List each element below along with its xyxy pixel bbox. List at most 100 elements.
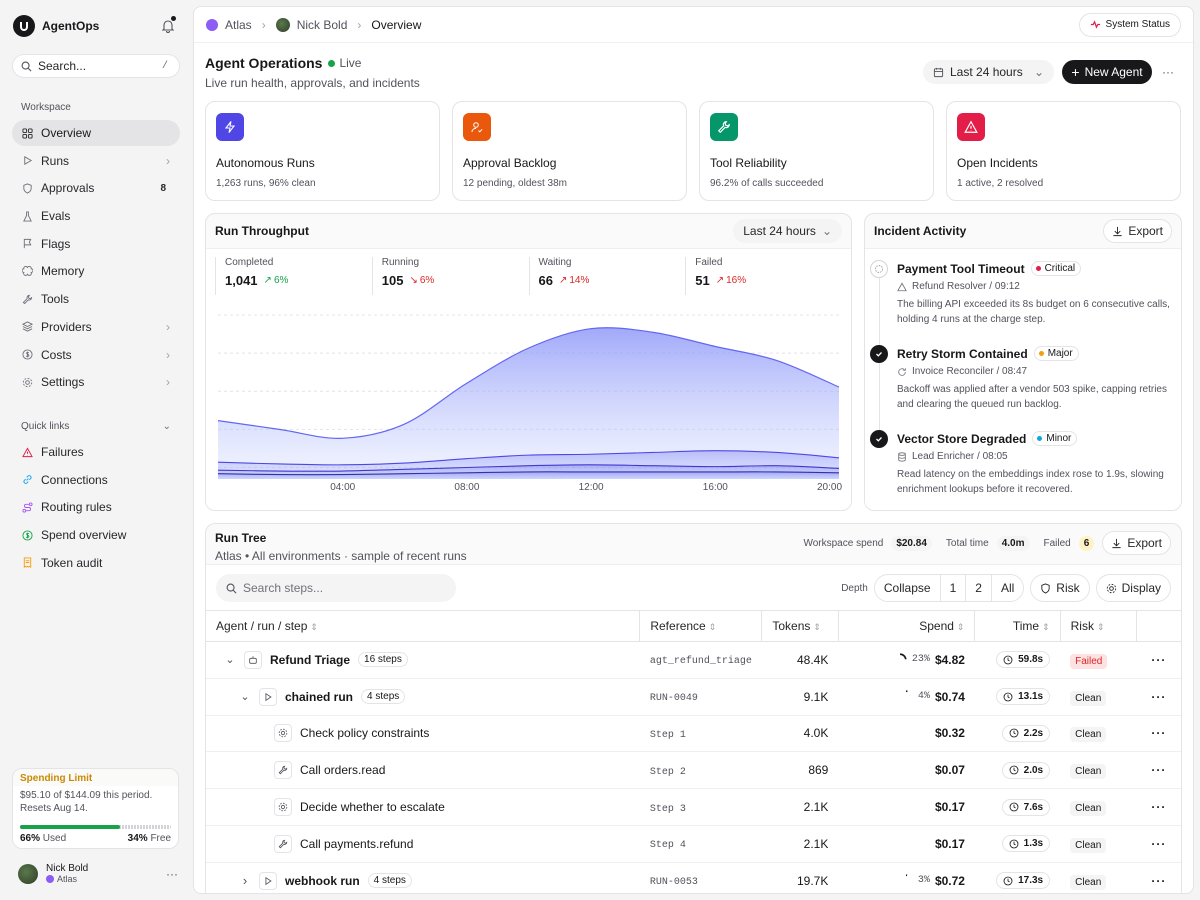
row-time-value: 2.2s bbox=[1023, 727, 1044, 739]
chevron-right-icon: › bbox=[166, 153, 170, 168]
loader-icon bbox=[870, 260, 888, 278]
step-search-input[interactable]: Search steps... bbox=[216, 574, 456, 602]
sidebar-item-memory[interactable]: Memory bbox=[12, 258, 180, 284]
quick-link-spend-overview[interactable]: Spend overview bbox=[12, 522, 180, 548]
quick-link-token-audit[interactable]: Token audit bbox=[12, 550, 180, 576]
table-row[interactable]: Decide whether to escalate Step 3 2.1K $… bbox=[206, 788, 1181, 826]
brain-icon bbox=[22, 265, 33, 276]
breadcrumb-workspace[interactable]: Atlas bbox=[225, 17, 252, 32]
sidebar-item-flags[interactable]: Flags bbox=[12, 231, 180, 257]
app-name: AgentOps bbox=[42, 19, 100, 33]
row-more-icon[interactable]: ··· bbox=[1136, 678, 1181, 716]
kpi-card-tool-reliability[interactable]: Tool Reliability 96.2% of calls succeede… bbox=[699, 101, 934, 201]
kpi-card-autonomous-runs[interactable]: Autonomous Runs 1,263 runs, 96% clean bbox=[205, 101, 440, 201]
new-agent-button[interactable]: + New Agent bbox=[1062, 60, 1152, 84]
column-header-name[interactable]: Agent / run / step ⇕ bbox=[206, 610, 641, 642]
depth-option-2[interactable]: 2 bbox=[965, 575, 991, 601]
sidebar-item-costs[interactable]: Costs › bbox=[12, 342, 180, 368]
table-row[interactable]: Check policy constraints Step 1 4.0K $0.… bbox=[206, 715, 1181, 753]
notifications-bell-icon[interactable] bbox=[161, 16, 176, 33]
chevron-right-icon[interactable]: › bbox=[242, 873, 248, 889]
display-options-label: Display bbox=[1121, 581, 1161, 595]
stat-label: Completed bbox=[225, 257, 274, 268]
sidebar-search-input[interactable]: Search... / bbox=[12, 54, 180, 78]
column-header-reference[interactable]: Reference ⇕ bbox=[639, 610, 763, 642]
depth-label: Depth bbox=[841, 582, 868, 594]
depth-option-1[interactable]: 1 bbox=[939, 575, 966, 601]
column-header-spend[interactable]: Spend ⇕ bbox=[838, 610, 976, 642]
sidebar-item-settings[interactable]: Settings › bbox=[12, 369, 180, 395]
kpi-card-open-incidents[interactable]: Open Incidents 1 active, 2 resolved bbox=[946, 101, 1181, 201]
download-icon bbox=[1112, 538, 1121, 548]
incident-export-button[interactable]: Export bbox=[1103, 219, 1172, 243]
step-count-badge: 4 steps bbox=[367, 873, 412, 889]
app-brand[interactable]: AgentOps bbox=[13, 15, 99, 37]
bot-icon bbox=[244, 650, 262, 669]
table-row[interactable]: Call payments.refund Step 4 2.1K $0.17 1… bbox=[206, 825, 1181, 863]
quick-link-failures[interactable]: Failures bbox=[12, 439, 180, 465]
row-more-icon[interactable]: ··· bbox=[1136, 825, 1181, 863]
chart-series-line-1 bbox=[217, 327, 840, 439]
breadcrumb-user[interactable]: Nick Bold bbox=[296, 17, 348, 32]
column-header-tokens[interactable]: Tokens ⇕ bbox=[761, 610, 839, 642]
quick-links-header[interactable]: Quick links ⌄ bbox=[21, 421, 171, 432]
risk-filter-button[interactable]: Risk bbox=[1030, 574, 1090, 602]
row-time: 1.3s bbox=[1001, 835, 1051, 853]
total-time-label: Total time bbox=[945, 537, 989, 549]
bolt-icon bbox=[216, 113, 244, 141]
system-status-button[interactable]: System Status bbox=[1078, 12, 1181, 37]
chart-series-area-4 bbox=[218, 471, 839, 479]
chevron-down-icon[interactable]: ⌄ bbox=[240, 691, 250, 704]
user-profile[interactable]: Nick Bold Atlas ··· bbox=[18, 863, 178, 884]
depth-option-all[interactable]: All bbox=[990, 575, 1023, 601]
spending-used-pct: 66% bbox=[20, 833, 41, 844]
sidebar-item-approvals[interactable]: Approvals 8 bbox=[12, 175, 180, 201]
stat-delta: ↗ 6% bbox=[264, 275, 289, 286]
incident-description: Backoff was applied after a vendor 503 s… bbox=[897, 384, 1167, 410]
row-time-value: 1.3s bbox=[1023, 838, 1044, 850]
row-time-value: 17.3s bbox=[1018, 875, 1044, 887]
time-range-select[interactable]: Last 24 hours ⌄ bbox=[923, 60, 1054, 84]
table-row[interactable]: › webhook run 4 steps RUN-0053 19.7K 3% $0.… bbox=[206, 862, 1181, 893]
sidebar-item-runs[interactable]: Runs › bbox=[12, 148, 180, 174]
stat-label: Waiting bbox=[538, 257, 572, 268]
table-row[interactable]: ⌄ chained run 4 steps RUN-0049 9.1K 4% $0.7… bbox=[206, 678, 1181, 716]
trend-down-icon: ↘ bbox=[409, 275, 418, 286]
table-row[interactable]: Call orders.read Step 2 869 $0.07 2.0s C… bbox=[206, 751, 1181, 790]
row-more-icon[interactable]: ··· bbox=[1136, 862, 1181, 893]
chevron-down-icon[interactable]: ⌄ bbox=[225, 654, 235, 667]
sidebar-item-evals[interactable]: Evals bbox=[12, 203, 180, 229]
severity-dot bbox=[1038, 351, 1044, 356]
row-more-icon[interactable]: ··· bbox=[1136, 751, 1181, 790]
chevron-right-icon: › bbox=[166, 319, 170, 334]
row-time: 13.1s bbox=[996, 688, 1051, 706]
column-header-time[interactable]: Time ⇕ bbox=[974, 610, 1061, 642]
row-more-icon[interactable]: ··· bbox=[1136, 715, 1181, 753]
row-more-icon[interactable]: ··· bbox=[1136, 788, 1181, 826]
more-horizontal-icon[interactable]: ··· bbox=[1162, 65, 1174, 79]
shield-check-icon bbox=[23, 183, 32, 194]
sidebar-item-tools[interactable]: Tools bbox=[12, 286, 180, 312]
chevron-right-icon: › bbox=[261, 17, 266, 32]
chart-series-line-4 bbox=[217, 471, 840, 476]
display-options-button[interactable]: Display bbox=[1095, 574, 1171, 602]
spending-free-suffix: Free bbox=[150, 833, 171, 844]
table-row[interactable]: ⌄ Refund Triage 16 steps agt_refund_triage… bbox=[206, 641, 1181, 679]
row-reference: Step 2 bbox=[649, 766, 686, 778]
throughput-range-select[interactable]: Last 24 hours ⌄ bbox=[733, 219, 842, 243]
column-header-risk[interactable]: Risk ⇕ bbox=[1060, 610, 1138, 642]
sidebar-item-overview[interactable]: Overview bbox=[12, 120, 180, 146]
sidebar-item-providers[interactable]: Providers › bbox=[12, 314, 180, 340]
quick-link-connections[interactable]: Connections bbox=[12, 467, 180, 493]
more-horizontal-icon[interactable]: ··· bbox=[166, 866, 178, 881]
severity-label: Major bbox=[1047, 348, 1073, 359]
breadcrumb: Atlas › Nick Bold › Overview System Stat… bbox=[194, 7, 1193, 43]
kpi-card-approval-backlog[interactable]: Approval Backlog 12 pending, oldest 38m bbox=[452, 101, 687, 201]
run-tree-export-button[interactable]: Export bbox=[1102, 531, 1171, 555]
quick-link-routing-rules[interactable]: Routing rules bbox=[12, 494, 180, 520]
search-icon bbox=[226, 583, 237, 593]
spending-progress-fill bbox=[20, 825, 120, 829]
depth-option-collapse[interactable]: Collapse bbox=[883, 581, 931, 595]
row-more-icon[interactable]: ··· bbox=[1136, 641, 1181, 679]
kpi-cards: Autonomous Runs 1,263 runs, 96% clean Ap… bbox=[205, 101, 1181, 201]
